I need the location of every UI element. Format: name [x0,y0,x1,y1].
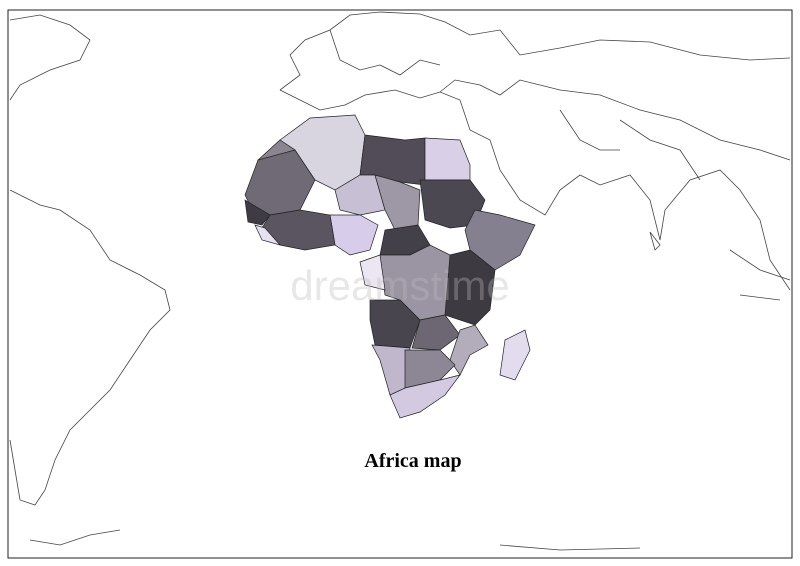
map-title: Africa map [364,450,461,472]
africa [244,114,536,419]
other-continents [9,11,791,551]
watermark: dreamstime [290,262,509,309]
